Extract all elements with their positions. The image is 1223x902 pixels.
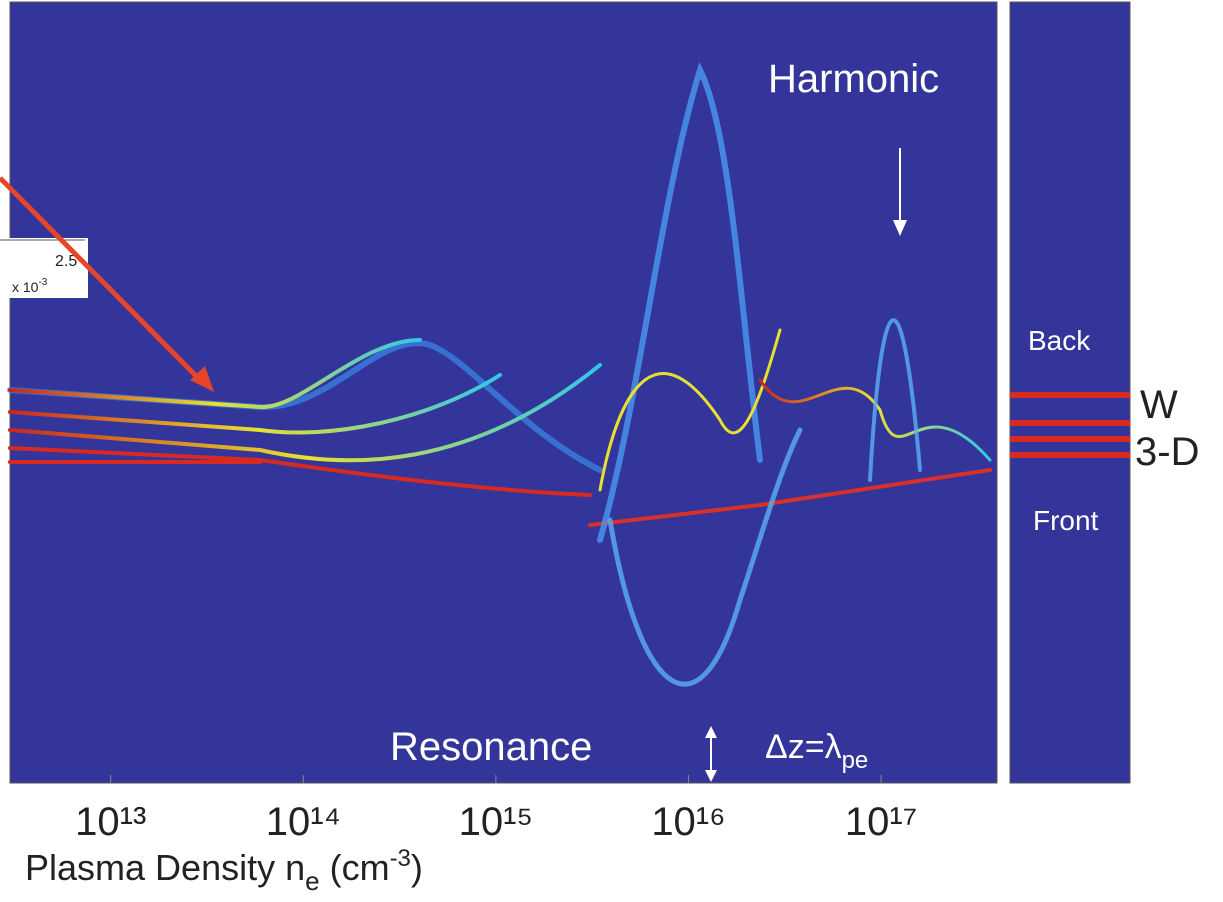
resonance-label: Resonance bbox=[390, 725, 592, 769]
xlabel-unit: (cm bbox=[320, 847, 390, 888]
w-label: W bbox=[1140, 383, 1178, 427]
x-tick-label: 10¹⁴ bbox=[266, 800, 341, 844]
band bbox=[1010, 420, 1130, 426]
band bbox=[1010, 452, 1130, 458]
xlabel-sub: e bbox=[305, 866, 319, 896]
delta-z-sub: pe bbox=[842, 747, 869, 774]
back-label: Back bbox=[1028, 325, 1091, 356]
x-tick-label: 10¹⁶ bbox=[651, 800, 725, 844]
x-axis-label: Plasma Density ne (cm-3) bbox=[25, 845, 423, 896]
3d-label: 3-D bbox=[1135, 430, 1199, 474]
inset-scale-sup: -3 bbox=[38, 277, 47, 288]
right-panel: Back Front bbox=[1010, 2, 1130, 783]
inset-scale-text: x 10 bbox=[12, 279, 39, 295]
front-label: Front bbox=[1033, 505, 1099, 536]
xlabel-text: Plasma Density n bbox=[25, 847, 305, 888]
xlabel-sup: -3 bbox=[390, 845, 411, 872]
xlabel-close: ) bbox=[411, 847, 423, 888]
band bbox=[1010, 436, 1130, 442]
delta-z-text: Δz=λ bbox=[765, 728, 842, 766]
figure: Back Front W 3-D Harmonic Resonance Δz=λ… bbox=[0, 0, 1223, 902]
harmonic-label: Harmonic bbox=[768, 57, 939, 101]
x-tick-label: 10¹⁵ bbox=[459, 800, 533, 844]
band bbox=[1010, 392, 1130, 398]
inset: 2.5 x 10-3 bbox=[0, 238, 88, 298]
x-tick-label: 10¹³ bbox=[75, 800, 146, 844]
plot-area bbox=[10, 2, 997, 783]
x-axis: 10¹³ 10¹⁴ 10¹⁵ 10¹⁶ 10¹⁷ bbox=[75, 775, 917, 844]
x-tick-label: 10¹⁷ bbox=[845, 800, 917, 844]
